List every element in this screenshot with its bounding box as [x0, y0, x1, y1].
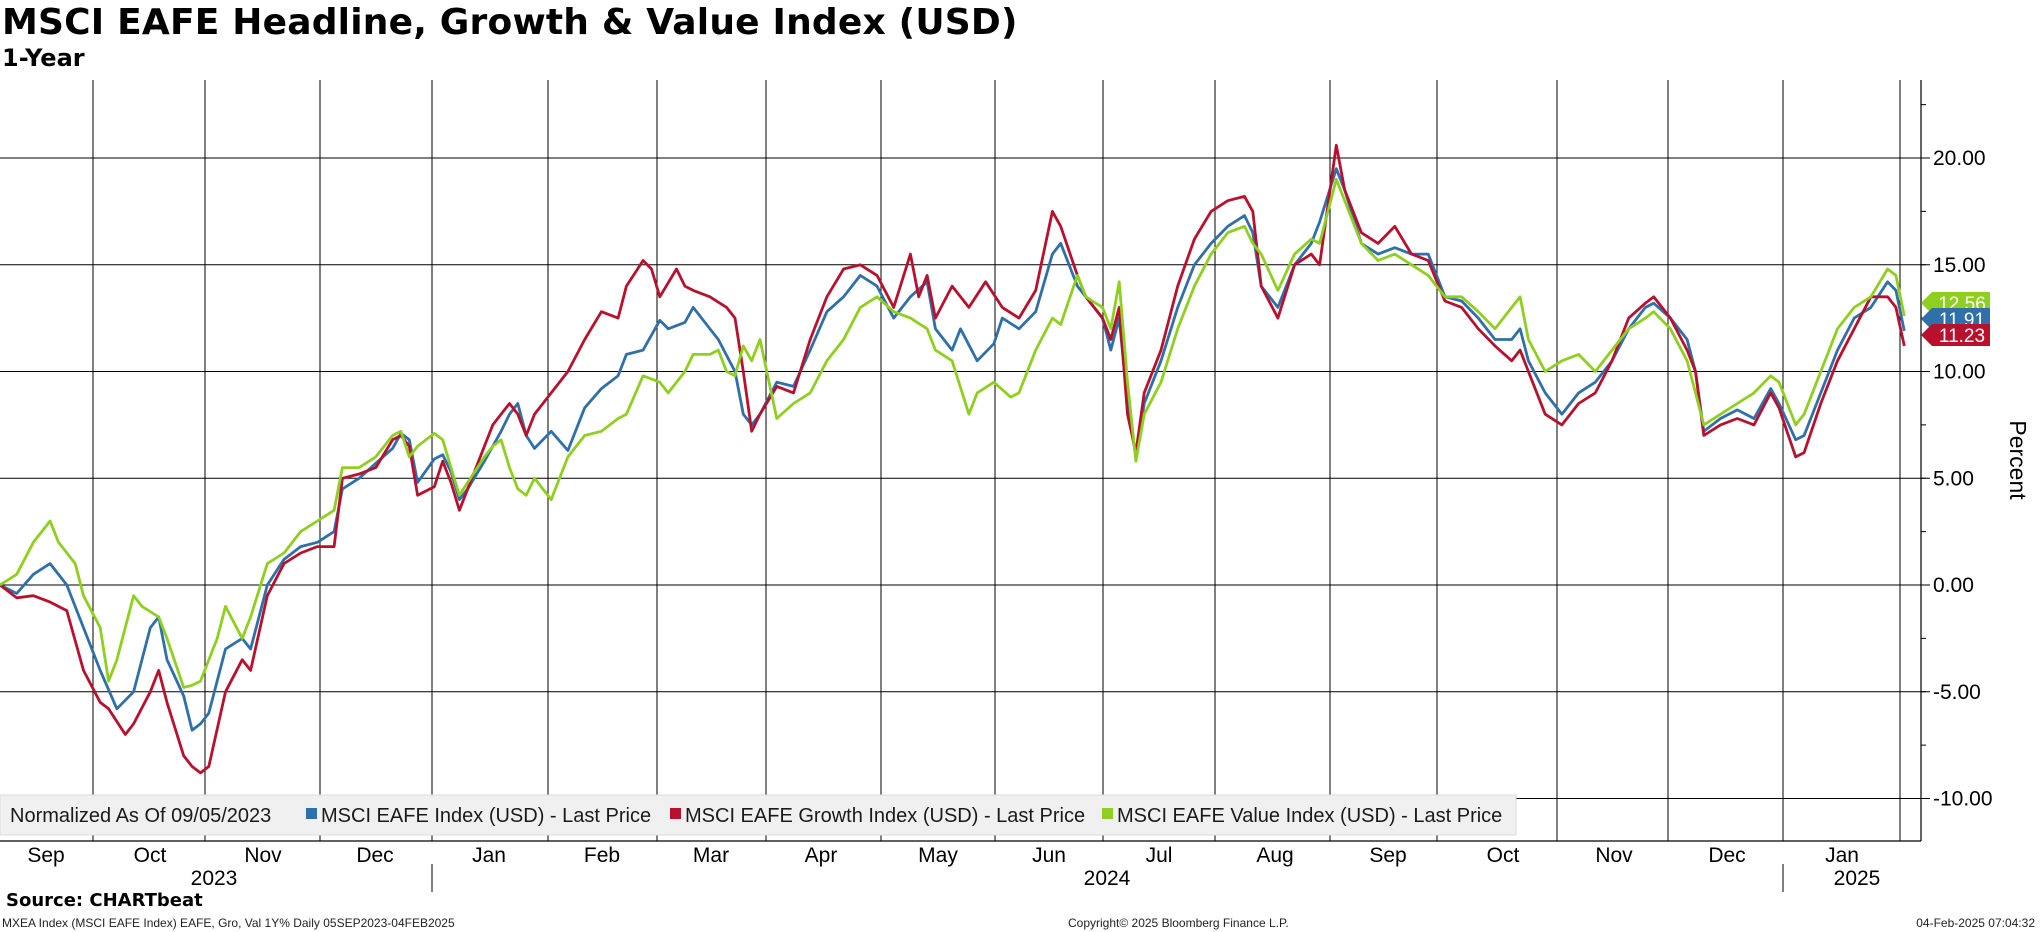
xtick-label-15: Dec — [1708, 844, 1745, 867]
ytick-label-4: 0.00 — [1933, 574, 1974, 597]
xtick-label-12: Sep — [1369, 844, 1406, 867]
footer-copyright: Copyright© 2025 Bloomberg Finance L.P. — [1068, 916, 1289, 930]
footer-description: MXEA Index (MSCI EAFE Index) EAFE, Gro, … — [2, 916, 455, 930]
xtick-label-7: Apr — [805, 844, 838, 867]
xtick-label-8: May — [918, 844, 958, 867]
year-label-2: 2025 — [1834, 867, 1881, 890]
legend: Normalized As Of 09/05/2023 MSCI EAFE Ind… — [0, 794, 1517, 836]
ytick-label-1: 15.00 — [1933, 254, 1986, 277]
y-axis-label: Percent — [2005, 420, 2031, 500]
xtick-label-1: Oct — [134, 844, 167, 867]
chart-subtitle: 1-Year — [2, 44, 85, 72]
xtick-label-10: Jul — [1146, 844, 1173, 867]
legend-label-0: MSCI EAFE Index (USD) - Last Price — [321, 805, 651, 827]
year-label-1: 2024 — [1084, 867, 1131, 890]
series-line-2 — [0, 177, 1906, 689]
legend-swatch-1 — [670, 808, 681, 819]
legend-label-1: MSCI EAFE Growth Index (USD) - Last Pric… — [685, 805, 1085, 827]
ytick-label-0: 20.00 — [1933, 147, 1986, 170]
series-line-1 — [0, 143, 1906, 775]
xtick-label-0: Sep — [27, 844, 64, 867]
ytick-label-2: 10.00 — [1933, 361, 1986, 384]
series-line-0 — [0, 167, 1906, 732]
gridlines — [0, 80, 1921, 841]
axes: 20.00 15.00 10.00 5.00 0.00 -5.00 -10.00 Percen… — [0, 80, 2031, 892]
xtick-label-16: Jan — [1825, 844, 1859, 867]
xtick-label-9: Jun — [1032, 844, 1066, 867]
xtick-label-14: Nov — [1595, 844, 1633, 867]
footer-timestamp: 04-Feb-2025 07:04:32 — [1916, 916, 2035, 930]
year-label-0: 2023 — [191, 867, 238, 890]
chart-title: MSCI EAFE Headline, Growth & Value Index… — [2, 2, 1018, 43]
legend-swatch-2 — [1102, 808, 1113, 819]
legend-label-2: MSCI EAFE Value Index (USD) - Last Price — [1117, 805, 1502, 827]
xtick-label-13: Oct — [1487, 844, 1520, 867]
ytick-label-3: 5.00 — [1933, 467, 1974, 490]
xtick-label-11: Aug — [1256, 844, 1293, 867]
last-value-label-1: 11.23 — [1939, 326, 1985, 347]
xtick-label-4: Jan — [472, 844, 506, 867]
xtick-label-2: Nov — [244, 844, 282, 867]
series-lines — [0, 143, 1906, 775]
legend-swatch-0 — [306, 808, 317, 819]
ytick-label-5: -5.00 — [1933, 681, 1981, 704]
last-value-badge-1 — [1921, 324, 1990, 346]
legend-box — [0, 794, 1517, 836]
xtick-label-5: Feb — [584, 844, 620, 867]
source-note: Source: CHARTbeat — [6, 890, 203, 911]
xtick-label-6: Mar — [693, 844, 729, 867]
legend-prefix: Normalized As Of 09/05/2023 — [10, 805, 271, 827]
xtick-label-3: Dec — [356, 844, 393, 867]
ytick-label-6: -10.00 — [1933, 788, 1993, 811]
